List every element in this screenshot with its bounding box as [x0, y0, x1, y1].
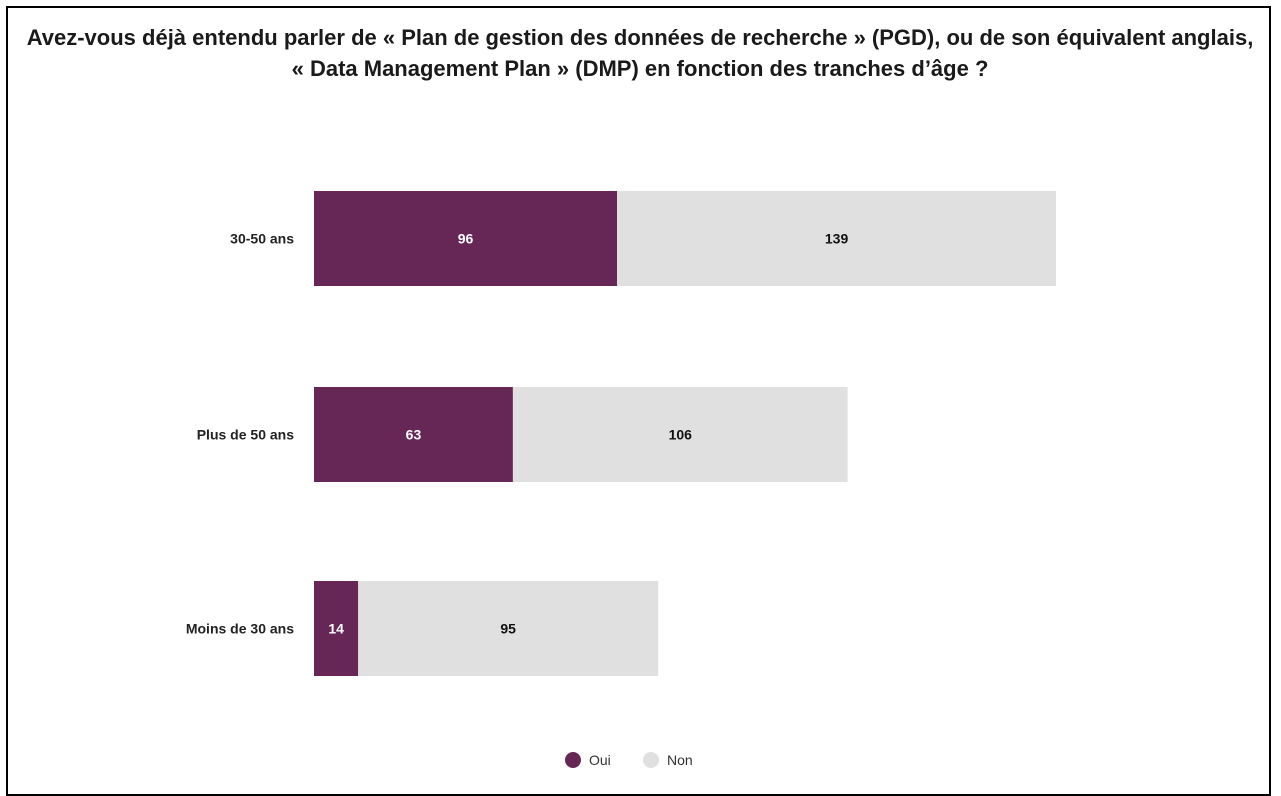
- bar-oui: [314, 387, 513, 482]
- bar-non: [358, 581, 659, 676]
- legend-marker-non: [643, 752, 659, 768]
- category-label: Plus de 50 ans: [197, 427, 294, 443]
- legend-marker-oui: [565, 752, 581, 768]
- data-label: 106: [669, 427, 693, 443]
- data-label: 95: [500, 621, 516, 637]
- bar-oui: [314, 581, 359, 676]
- data-label: 63: [406, 427, 422, 443]
- legend-label: Oui: [589, 752, 611, 768]
- bar-non: [512, 387, 848, 482]
- data-label: 14: [328, 621, 344, 637]
- data-label: 96: [458, 231, 474, 247]
- category-label: 30-50 ans: [230, 231, 294, 247]
- data-label: 139: [825, 231, 849, 247]
- bar-non: [617, 191, 1056, 286]
- category-label: Moins de 30 ans: [186, 621, 294, 637]
- bar-oui: [314, 191, 618, 286]
- legend-label: Non: [667, 752, 693, 768]
- chart-title: Avez-vous déjà entendu parler de « Plan …: [26, 25, 1254, 81]
